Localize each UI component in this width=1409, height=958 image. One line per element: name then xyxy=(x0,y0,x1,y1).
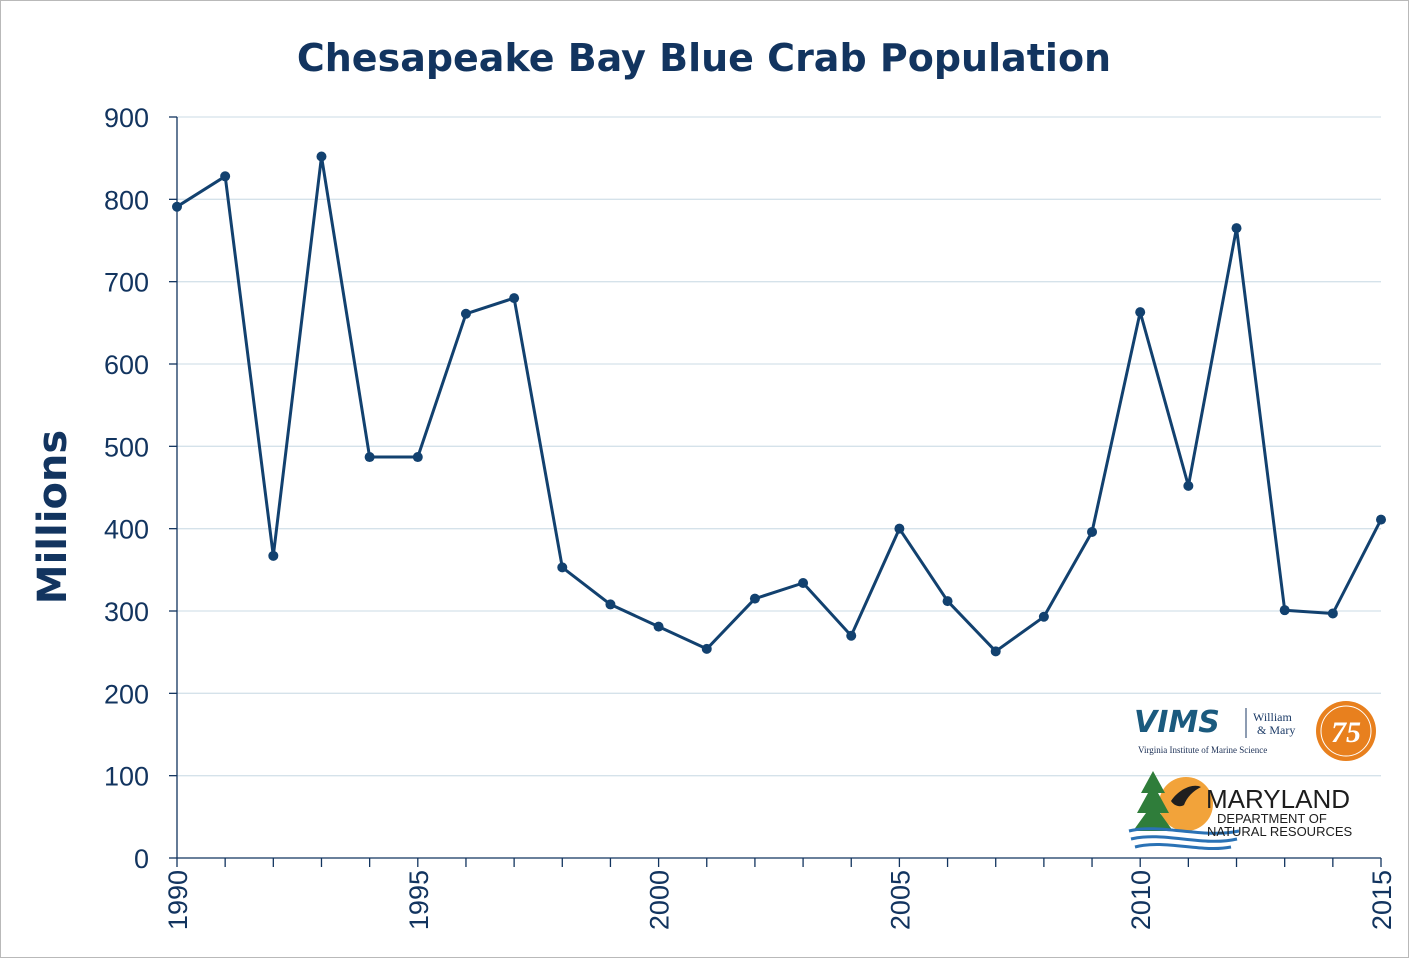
dnr-logo-line2: NATURAL RESOURCES xyxy=(1207,824,1353,839)
x-tick-label: 1990 xyxy=(163,870,193,930)
data-series xyxy=(172,151,1386,657)
data-point xyxy=(1038,611,1049,622)
x-tick-labels: 1990 1995 2000 2005 2010 2015 xyxy=(163,870,1397,930)
data-point xyxy=(1376,514,1386,525)
x-tick-label: 1995 xyxy=(404,870,434,930)
y-tick-label: 800 xyxy=(104,185,149,215)
x-tick-label: 2010 xyxy=(1126,870,1156,930)
vims-logo-text: VIMS xyxy=(1134,705,1220,740)
data-point xyxy=(1327,608,1338,619)
vims-partner-line2: & Mary xyxy=(1257,723,1295,737)
data-point xyxy=(460,308,471,319)
data-point xyxy=(605,599,616,610)
data-point xyxy=(364,452,375,463)
x-tick-label: 2000 xyxy=(645,870,675,930)
vims-anniversary-number: 75 xyxy=(1331,716,1361,749)
data-point xyxy=(557,562,568,573)
y-tick-label: 700 xyxy=(104,268,149,298)
data-point xyxy=(653,621,664,632)
data-point xyxy=(1087,526,1098,537)
data-point xyxy=(798,578,809,589)
y-tick-label: 0 xyxy=(134,844,149,874)
data-point xyxy=(220,171,231,182)
y-tick-label: 900 xyxy=(104,103,149,133)
y-axis-label: Millions xyxy=(30,430,76,604)
data-point xyxy=(894,523,905,534)
data-point xyxy=(509,293,520,304)
data-point xyxy=(990,646,1001,657)
y-tick-label: 200 xyxy=(104,679,149,709)
y-tick-label: 500 xyxy=(104,432,149,462)
grid-lines xyxy=(177,116,1381,777)
data-point xyxy=(268,550,279,561)
x-tick-label: 2015 xyxy=(1367,870,1397,930)
axes xyxy=(169,116,1382,867)
vims-subtitle: Virginia Institute of Marine Science xyxy=(1138,745,1267,755)
data-point xyxy=(172,201,182,212)
vims-anniversary-seal-icon: 75 xyxy=(1316,701,1376,761)
data-point xyxy=(412,452,423,463)
dnr-logo-text: MARYLAND xyxy=(1206,784,1350,814)
data-point xyxy=(749,593,760,604)
dnr-logo-line1: DEPARTMENT OF xyxy=(1217,811,1327,826)
data-point xyxy=(846,630,857,641)
data-point xyxy=(1135,307,1146,318)
data-point xyxy=(701,643,712,654)
y-tick-label: 100 xyxy=(104,762,149,792)
data-point xyxy=(1183,480,1194,491)
maryland-dnr-logo-icon xyxy=(1128,771,1240,851)
y-tick-labels: 0 100 200 300 400 500 600 700 800 900 xyxy=(104,103,149,874)
chart-title: Chesapeake Bay Blue Crab Population xyxy=(297,36,1111,80)
data-point xyxy=(1279,605,1290,616)
dnr-logo: MARYLAND DEPARTMENT OF NATURAL RESOURCES xyxy=(1128,771,1353,851)
data-point xyxy=(1231,223,1242,234)
x-tick-label: 2005 xyxy=(885,870,915,930)
vims-logo: VIMS William & Mary Virginia Institute o… xyxy=(1134,701,1376,761)
y-tick-label: 400 xyxy=(104,515,149,545)
data-point xyxy=(316,151,327,162)
series-line xyxy=(176,155,1383,653)
data-point xyxy=(942,596,953,607)
y-tick-label: 300 xyxy=(104,597,149,627)
vims-partner-line1: William xyxy=(1253,710,1293,724)
y-tick-label: 600 xyxy=(104,350,149,380)
